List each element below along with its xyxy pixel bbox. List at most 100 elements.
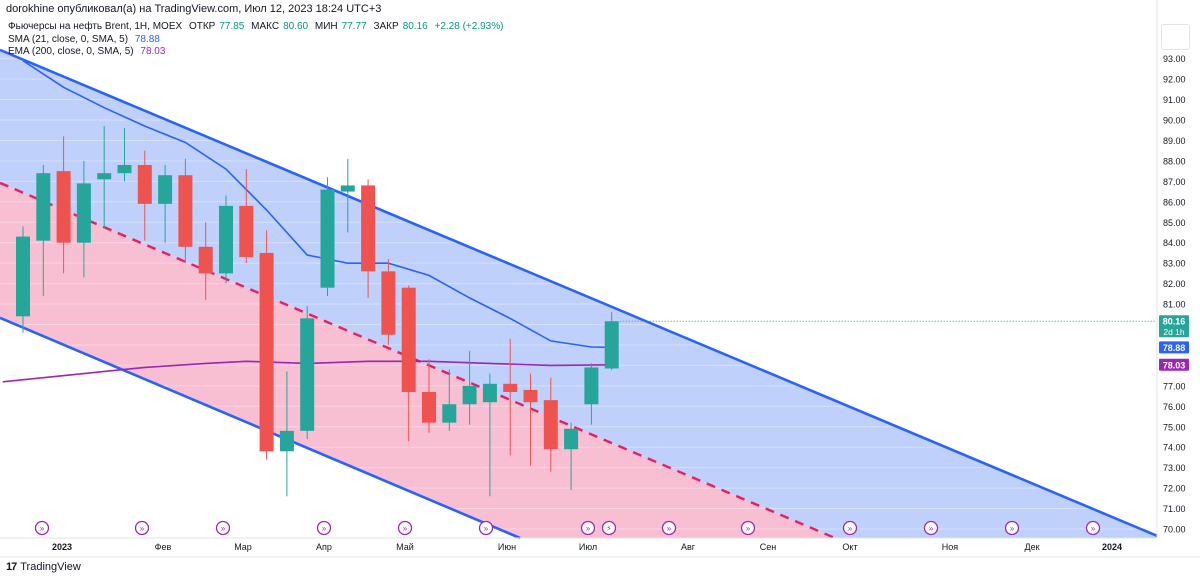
price-tick-label: 87.00 <box>1163 177 1186 187</box>
price-tick-label: 76.00 <box>1163 402 1186 412</box>
legend-change: +2.28 (+2.93%) <box>434 21 504 32</box>
event-glyph: » <box>403 524 408 533</box>
legend-ohlc-row: Фьючерсы на нефть Brent, 1Н, MOEX ОТКР 77… <box>8 21 503 34</box>
legend-close-value: 80.16 <box>402 21 428 32</box>
candle-body <box>482 383 497 403</box>
candle-body <box>442 404 457 423</box>
dividend-event-icon <box>601 520 617 536</box>
event-glyph: » <box>140 524 145 533</box>
price-tick-label: 93.00 <box>1163 54 1186 64</box>
legend-high-value: 80.60 <box>283 21 309 32</box>
price-tick-label: 71.00 <box>1163 504 1186 514</box>
candle-body <box>361 185 376 272</box>
candle-body <box>158 175 173 204</box>
price-tick-label: 85.00 <box>1163 218 1186 228</box>
event-glyph: » <box>322 524 327 533</box>
candle-body <box>76 183 91 243</box>
price-tick-label: 73.00 <box>1163 463 1186 473</box>
candle-body <box>320 189 335 288</box>
candle-body <box>300 318 315 431</box>
legend-open-label: ОТКР <box>188 21 216 32</box>
price-tick-label: 90.00 <box>1163 116 1186 126</box>
candle-body <box>219 205 233 274</box>
price-badge-value: 80.16 <box>1163 317 1186 327</box>
time-tick-label: 2024 <box>1102 542 1122 552</box>
price-tick-label: 91.00 <box>1163 95 1186 105</box>
candle-body <box>198 246 213 274</box>
economic-event-icon <box>215 520 231 536</box>
event-glyph: » <box>848 524 853 533</box>
candle-body <box>137 164 152 204</box>
chart-legend: Фьючерсы на нефть Brent, 1Н, MOEX ОТКР 77… <box>8 21 503 59</box>
tradingview-footer: 17 TradingView <box>6 561 81 573</box>
candle-body <box>117 164 132 174</box>
time-tick-label: Апр <box>316 542 332 552</box>
chart-settings-button[interactable] <box>1161 24 1190 50</box>
channel-median-line <box>0 181 836 540</box>
time-tick-label: Май <box>396 542 414 552</box>
publisher-caption: dorokhine опубликовал(а) на TradingView.… <box>6 3 382 15</box>
candle-body <box>279 430 294 452</box>
price-badge-note: 2d 1h <box>1163 327 1185 337</box>
economic-event-icon <box>842 520 858 536</box>
candle-body <box>340 185 355 192</box>
candle-body <box>604 321 619 369</box>
legend-instrument[interactable]: Фьючерсы на нефть Brent, 1Н, MOEX <box>8 21 183 32</box>
candle-body <box>543 400 558 450</box>
time-tick-label: Сен <box>760 542 777 552</box>
economic-event-icon <box>397 520 413 536</box>
price-badge-value: 78.03 <box>1163 360 1186 370</box>
time-tick-label: Июн <box>498 542 516 552</box>
price-badge-value: 78.88 <box>1163 343 1186 353</box>
economic-event-icon <box>134 520 150 536</box>
legend-ema-label: EMA (200, close, 0, SMA, 5) <box>8 46 134 57</box>
price-tick-label: 72.00 <box>1163 484 1186 494</box>
legend-high-label: МАКС <box>251 21 280 32</box>
event-glyph: » <box>586 524 591 533</box>
economic-event-icon <box>1004 520 1020 536</box>
legend-open-value: 77.85 <box>219 21 245 32</box>
legend-sma-value: 78.88 <box>134 33 160 45</box>
price-tick-label: 83.00 <box>1163 259 1186 269</box>
channel-upper-line <box>0 48 1158 538</box>
time-tick-label: 2023 <box>52 542 72 552</box>
price-tick-label: 86.00 <box>1163 197 1186 207</box>
legend-sma-row[interactable]: SMA (21, close, 0, SMA, 5) 78.88 <box>8 34 503 47</box>
time-tick-label: Окт <box>842 542 857 552</box>
legend-close-label: ЗАКР <box>373 21 399 32</box>
candle-body <box>503 383 518 392</box>
candle-body <box>56 171 71 243</box>
economic-event-icon <box>661 520 677 536</box>
economic-event-icon <box>923 520 939 536</box>
economic-event-icon <box>580 520 596 536</box>
tradingview-logo-icon: 17 <box>6 561 17 573</box>
price-badge <box>1159 341 1189 354</box>
candle-body <box>523 389 538 403</box>
price-tick-label: 77.00 <box>1163 381 1186 391</box>
candle-body <box>564 428 579 450</box>
time-tick-label: Ноя <box>942 542 959 552</box>
legend-ema-row[interactable]: EMA (200, close, 0, SMA, 5) 78.03 <box>8 46 503 59</box>
legend-ema-value: 78.03 <box>140 46 166 57</box>
legend-low-value: 77.77 <box>341 21 367 32</box>
price-tick-label: 81.00 <box>1163 300 1186 310</box>
event-glyph: » <box>1091 524 1096 533</box>
candle-body <box>178 175 193 247</box>
candle-body <box>16 236 30 317</box>
legend-low-label: МИН <box>314 21 338 32</box>
price-tick-label: 92.00 <box>1163 75 1186 85</box>
price-tick-label: 70.00 <box>1163 525 1186 535</box>
candle-body <box>239 205 254 258</box>
legend-sma-label: SMA (21, close, 0, SMA, 5) <box>8 33 129 45</box>
price-badge <box>1159 358 1189 371</box>
candle-body <box>462 385 477 405</box>
candle-body <box>584 367 599 405</box>
candle-body <box>36 173 51 241</box>
economic-event-icon <box>34 520 50 536</box>
time-tick-label: Мар <box>234 542 252 552</box>
time-tick-label: Дек <box>1024 542 1039 552</box>
event-glyph: » <box>221 524 226 533</box>
economic-event-icon <box>1085 520 1101 536</box>
